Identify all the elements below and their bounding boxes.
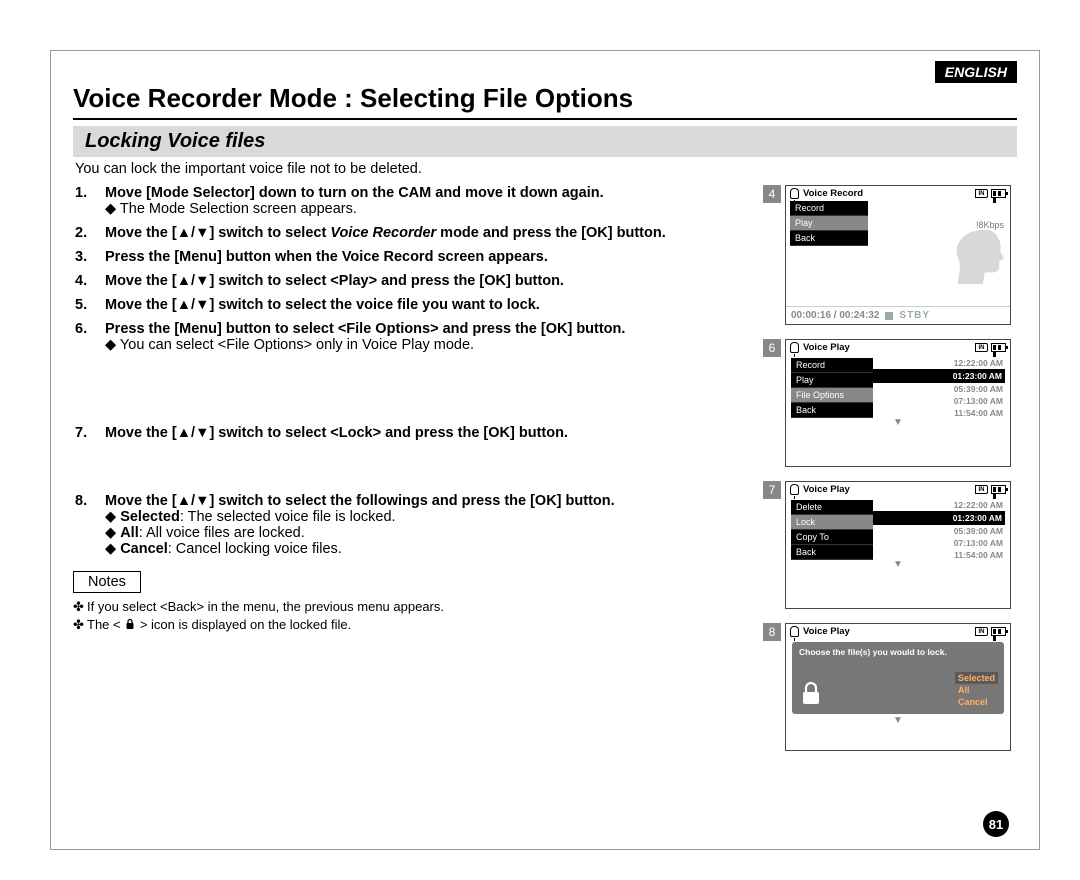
file-time: 01:23:00 AM [953, 513, 1002, 523]
lcd-header: Voice Record IN [786, 186, 1010, 201]
step-6-main: Press the [Menu] button to select <File … [105, 321, 625, 337]
step-6-sub: You can select <File Options> only in Vo… [105, 337, 771, 353]
menu-item-record: Record [790, 201, 868, 216]
battery-icon [991, 485, 1006, 494]
scroll-down-icon: ▼ [791, 561, 1005, 569]
step-1: Move [Mode Selector] down to turn on the… [73, 185, 771, 217]
menu-overlay: Delete Lock Copy To Back [791, 500, 873, 560]
head-silhouette-icon [948, 224, 1006, 286]
option-cancel: Cancel [955, 696, 998, 708]
step-7-main: Move the [▲/▼] switch to select <Lock> a… [105, 425, 568, 441]
lcd-title: Voice Play [803, 342, 850, 353]
card-icon: IN [975, 485, 988, 494]
file-time: 12:22:00 AM [954, 358, 1003, 368]
mic-icon [790, 342, 799, 353]
step-1-sub: The Mode Selection screen appears. [105, 201, 771, 217]
step-6: Press the [Menu] button to select <File … [73, 321, 771, 353]
time-counter: 00:00:16 / 00:24:32 [791, 310, 879, 321]
menu-item-play: Play [791, 373, 873, 388]
section-subtitle: Locking Voice files [73, 126, 1017, 157]
card-icon: IN [975, 343, 988, 352]
notes-heading: Notes [73, 571, 141, 593]
step-4: Move the [▲/▼] switch to select <Play> a… [73, 273, 771, 289]
menu-item-play: Play [790, 216, 868, 231]
screenshot-7-number: 7 [763, 481, 781, 499]
page-title: Voice Recorder Mode : Selecting File Opt… [73, 83, 1017, 120]
menu-overlay: Record Play File Options Back [791, 358, 873, 418]
mic-icon [790, 188, 799, 199]
card-icon: IN [975, 627, 988, 636]
instructions-column: Move [Mode Selector] down to turn on the… [73, 185, 771, 765]
screenshot-8-number: 8 [763, 623, 781, 641]
step-8-main: Move the [▲/▼] switch to select the foll… [105, 493, 615, 509]
lock-dialog: Choose the file(s) you would to lock. Se… [792, 642, 1004, 714]
step-8: Move the [▲/▼] switch to select the foll… [73, 493, 771, 557]
menu-item-back: Back [791, 403, 873, 418]
screenshot-6-number: 6 [763, 339, 781, 357]
file-time: 05:39:00 AM [954, 526, 1003, 536]
file-time: 12:22:00 AM [954, 500, 1003, 510]
manual-page: ENGLISH Voice Recorder Mode : Selecting … [50, 50, 1040, 850]
step-8-cancel: Cancel: Cancel locking voice files. [105, 541, 771, 557]
menu-item-record: Record [791, 358, 873, 373]
mic-icon [790, 626, 799, 637]
step-3-main: Press the [Menu] button when the Voice R… [105, 249, 548, 265]
menu-item-file-options: File Options [791, 388, 873, 403]
menu-item-delete: Delete [791, 500, 873, 515]
step-8-all: All: All voice files are locked. [105, 525, 771, 541]
file-time: 01:23:00 AM [953, 371, 1002, 381]
step-5: Move the [▲/▼] switch to select the voic… [73, 297, 771, 313]
menu-item-copy-to: Copy To [791, 530, 873, 545]
scroll-down-icon: ▼ [786, 717, 1010, 725]
step-2-main: Move the [▲/▼] switch to select Voice Re… [105, 225, 666, 241]
file-time: 07:13:00 AM [954, 396, 1003, 406]
file-time: 07:13:00 AM [954, 538, 1003, 548]
intro-text: You can lock the important voice file no… [75, 161, 1017, 177]
menu-item-back: Back [790, 231, 868, 246]
step-5-main: Move the [▲/▼] switch to select the voic… [105, 297, 540, 313]
screenshots-column: 4 Voice Record IN Record Play [785, 185, 1017, 765]
language-tag: ENGLISH [935, 61, 1017, 83]
step-7: Move the [▲/▼] switch to select <Lock> a… [73, 425, 771, 441]
battery-icon [991, 343, 1006, 352]
menu-list: Record Play Back [790, 201, 868, 246]
battery-icon [991, 627, 1006, 636]
step-2: Move the [▲/▼] switch to select Voice Re… [73, 225, 771, 241]
lcd-title: Voice Play [803, 626, 850, 637]
file-time: 11:54:00 AM [954, 408, 1003, 418]
file-time: 05:39:00 AM [954, 384, 1003, 394]
file-time: 11:54:00 AM [954, 550, 1003, 560]
page-number: 81 [983, 811, 1009, 837]
lcd-title: Voice Play [803, 484, 850, 495]
battery-icon [991, 189, 1006, 198]
screenshot-6: 6 Voice Play IN 12:22:00 AM 01:23:00 AM … [785, 339, 1017, 467]
notes-list: If you select <Back> in the menu, the pr… [73, 599, 771, 633]
option-selected: Selected [955, 672, 998, 684]
note-1: If you select <Back> in the menu, the pr… [73, 599, 771, 614]
note-2: The < > icon is displayed on the locked … [73, 617, 771, 633]
option-all: All [955, 684, 998, 696]
menu-item-lock: Lock [791, 515, 873, 530]
screenshot-8: 8 Voice Play IN Choose the file(s) you w… [785, 623, 1017, 751]
mic-icon [790, 484, 799, 495]
step-4-main: Move the [▲/▼] switch to select <Play> a… [105, 273, 564, 289]
card-icon: IN [975, 189, 988, 198]
step-8-selected: Selected: The selected voice file is loc… [105, 509, 771, 525]
screenshot-7: 7 Voice Play IN 12:22:00 AM 01:23:00 AM … [785, 481, 1017, 609]
screenshot-4: 4 Voice Record IN Record Play [785, 185, 1017, 325]
stby-label: STBY [899, 310, 930, 321]
step-1-main: Move [Mode Selector] down to turn on the… [105, 185, 604, 201]
step-3: Press the [Menu] button when the Voice R… [73, 249, 771, 265]
lock-icon [124, 618, 136, 633]
dialog-options: Selected All Cancel [955, 672, 998, 708]
screenshot-4-number: 4 [763, 185, 781, 203]
dialog-prompt: Choose the file(s) you would to lock. [799, 647, 949, 657]
lock-icon [800, 682, 822, 708]
menu-item-back: Back [791, 545, 873, 560]
stby-indicator-icon [885, 312, 893, 320]
scroll-down-icon: ▼ [791, 419, 1005, 427]
